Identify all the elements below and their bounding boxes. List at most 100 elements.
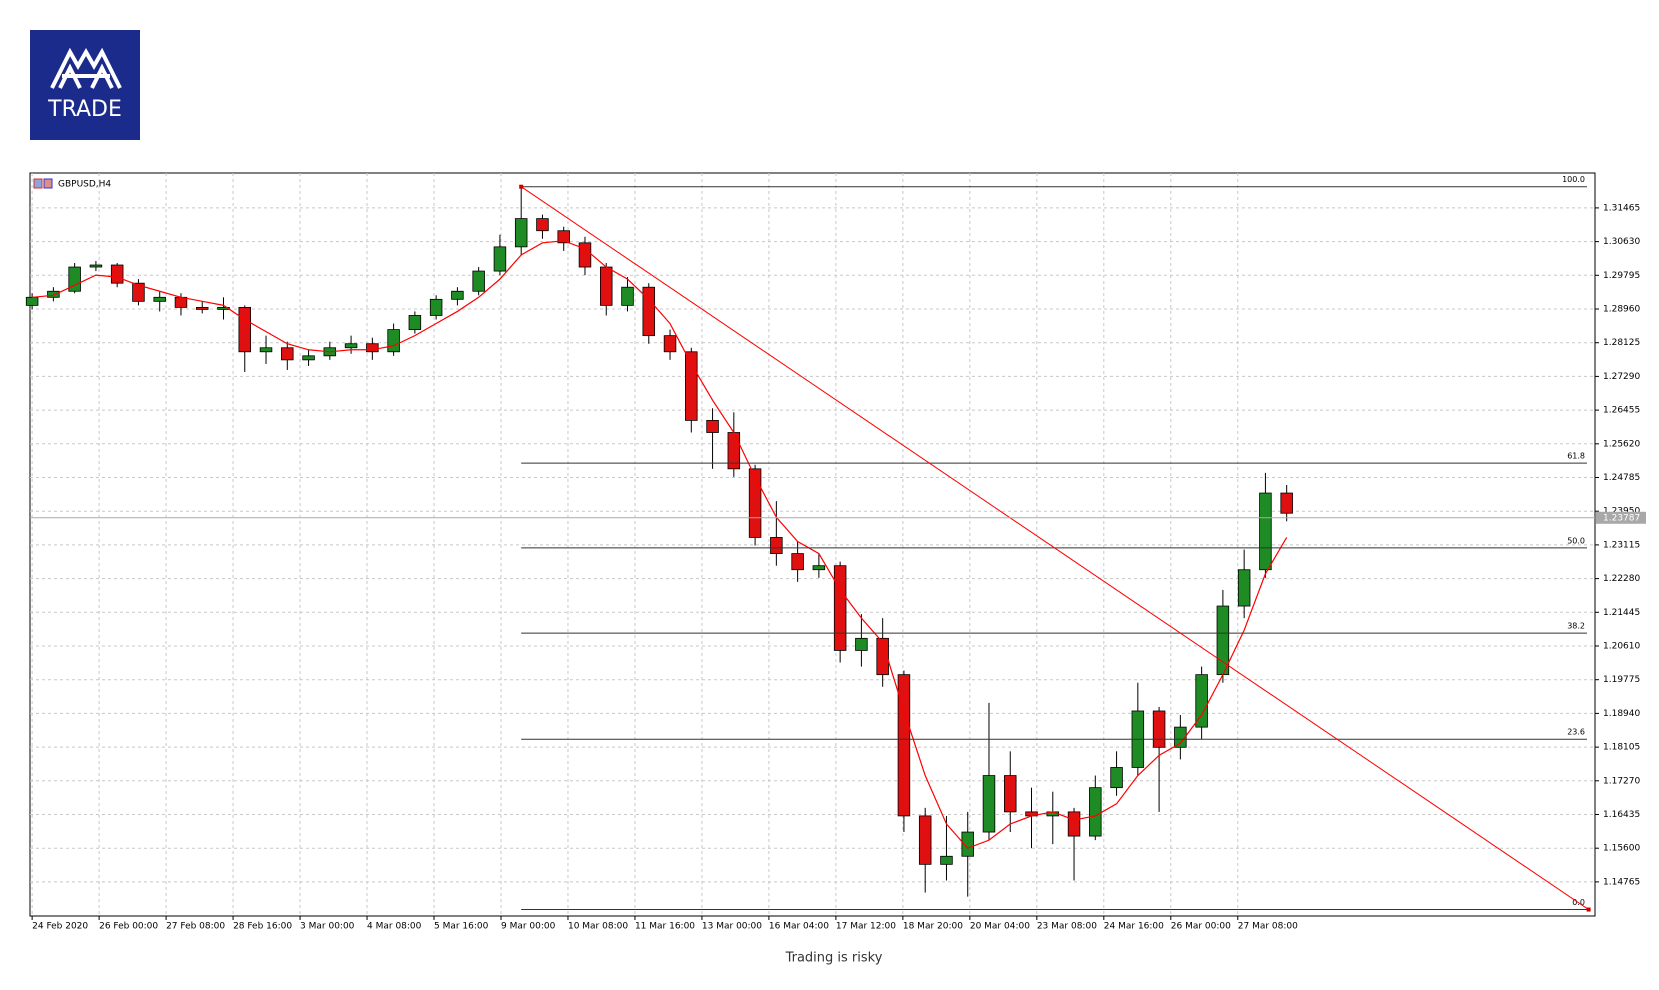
y-tick-label: 1.14765 bbox=[1603, 877, 1640, 887]
x-tick-label: 18 Mar 20:00 bbox=[903, 922, 963, 932]
symbol-label: GBPUSD,H4 bbox=[58, 180, 111, 190]
y-tick-label: 1.26455 bbox=[1603, 406, 1640, 416]
y-tick-label: 1.27290 bbox=[1603, 372, 1640, 382]
x-tick-label: 4 Mar 08:00 bbox=[367, 922, 422, 932]
x-tick-label: 13 Mar 00:00 bbox=[702, 922, 762, 932]
candle-body bbox=[578, 242, 592, 268]
candle-body bbox=[281, 347, 294, 361]
candle-body bbox=[259, 347, 273, 353]
candle-body bbox=[68, 266, 81, 292]
y-tick-label: 1.28125 bbox=[1603, 338, 1640, 348]
candle-body bbox=[918, 815, 932, 865]
candle-body bbox=[174, 296, 188, 308]
candle-body bbox=[770, 537, 783, 554]
y-tick-label: 1.17270 bbox=[1603, 776, 1640, 786]
candle-body bbox=[1004, 775, 1017, 813]
candle-body bbox=[706, 419, 719, 433]
candle-body bbox=[429, 298, 443, 316]
fib-label: 23.6 bbox=[1567, 728, 1585, 737]
fib-label: 61.8 bbox=[1567, 452, 1585, 461]
candle-body bbox=[897, 674, 911, 817]
candle-body bbox=[557, 230, 570, 244]
moving-average bbox=[32, 240, 1288, 849]
fib-label: 100.0 bbox=[1562, 175, 1585, 184]
candle-body bbox=[1089, 787, 1102, 837]
candle-body bbox=[1195, 674, 1208, 728]
candle-body bbox=[685, 351, 698, 421]
candle-body bbox=[1280, 492, 1293, 514]
current-price-label: 1.23787 bbox=[1603, 513, 1640, 523]
x-tick-label: 10 Mar 08:00 bbox=[568, 922, 628, 932]
x-tick-label: 28 Feb 16:00 bbox=[233, 922, 292, 932]
current-price-box bbox=[1596, 511, 1646, 524]
x-tick-label: 27 Mar 08:00 bbox=[1238, 922, 1298, 932]
fib-label: 50.0 bbox=[1567, 536, 1585, 545]
trendline-anchor bbox=[1586, 907, 1591, 912]
candle-body bbox=[25, 296, 39, 306]
y-tick-label: 1.29795 bbox=[1603, 271, 1640, 281]
candle-body bbox=[514, 218, 528, 248]
candle-body bbox=[238, 306, 252, 353]
x-tick-label: 16 Mar 04:00 bbox=[769, 922, 829, 932]
candle-body bbox=[748, 468, 762, 538]
candle-body bbox=[89, 264, 103, 268]
candle-body bbox=[195, 306, 209, 310]
x-tick-label: 27 Feb 08:00 bbox=[166, 922, 225, 932]
y-tick-label: 1.19775 bbox=[1603, 675, 1640, 685]
candle-body bbox=[812, 565, 826, 571]
x-tick-label: 3 Mar 00:00 bbox=[300, 922, 355, 932]
candle-body bbox=[663, 335, 677, 353]
x-tick-label: 5 Mar 16:00 bbox=[434, 922, 489, 932]
candle-body bbox=[153, 296, 166, 302]
candle-body bbox=[1110, 767, 1123, 789]
candle-body bbox=[1259, 492, 1272, 571]
x-tick-label: 17 Mar 12:00 bbox=[836, 922, 896, 932]
candle-body bbox=[132, 282, 145, 302]
candle-body bbox=[493, 246, 507, 272]
candle-body bbox=[1237, 569, 1251, 607]
y-tick-label: 1.15600 bbox=[1603, 844, 1640, 854]
candle-body bbox=[387, 329, 400, 353]
footer-note: Trading is risky bbox=[785, 951, 883, 966]
logo-mark bbox=[50, 47, 122, 89]
candle-body bbox=[982, 775, 996, 833]
candle-body bbox=[1067, 811, 1081, 837]
candle-body bbox=[961, 831, 974, 857]
x-tick-label: 11 Mar 16:00 bbox=[635, 922, 695, 932]
candle-body bbox=[833, 565, 847, 651]
candle-body bbox=[642, 286, 656, 337]
x-tick-label: 26 Mar 00:00 bbox=[1171, 922, 1231, 932]
y-tick-label: 1.16435 bbox=[1603, 810, 1640, 820]
candle-body bbox=[791, 553, 804, 571]
y-tick-label: 1.20610 bbox=[1603, 642, 1640, 652]
logo-box bbox=[30, 30, 140, 140]
trendline-anchor bbox=[519, 184, 524, 189]
y-tick-label: 1.28960 bbox=[1603, 305, 1640, 315]
fib-trendline bbox=[520, 186, 1589, 910]
x-tick-label: 23 Mar 08:00 bbox=[1037, 922, 1097, 932]
candle-body bbox=[621, 286, 634, 306]
x-tick-label: 24 Feb 2020 bbox=[32, 922, 88, 932]
candle-body bbox=[451, 290, 464, 300]
y-tick-label: 1.31465 bbox=[1603, 203, 1640, 213]
y-tick-label: 1.18940 bbox=[1603, 709, 1640, 719]
y-tick-label: 1.23950 bbox=[1603, 507, 1640, 517]
candle-body bbox=[1152, 710, 1166, 748]
candle-body bbox=[408, 315, 422, 330]
fib-label: 38.2 bbox=[1567, 622, 1585, 631]
x-tick-label: 24 Mar 16:00 bbox=[1104, 922, 1164, 932]
y-tick-label: 1.24785 bbox=[1603, 473, 1640, 483]
candle-body bbox=[876, 637, 889, 676]
y-tick-label: 1.30630 bbox=[1603, 237, 1640, 247]
candle-body bbox=[344, 343, 358, 349]
candle-body bbox=[110, 264, 124, 284]
y-tick-label: 1.25620 bbox=[1603, 439, 1640, 449]
candle-body bbox=[302, 355, 315, 361]
x-tick-label: 26 Feb 00:00 bbox=[99, 922, 158, 932]
candle-body bbox=[855, 637, 868, 651]
logo-text: TRADE bbox=[47, 97, 122, 122]
y-tick-label: 1.22280 bbox=[1603, 574, 1640, 584]
candle-body bbox=[366, 343, 379, 353]
